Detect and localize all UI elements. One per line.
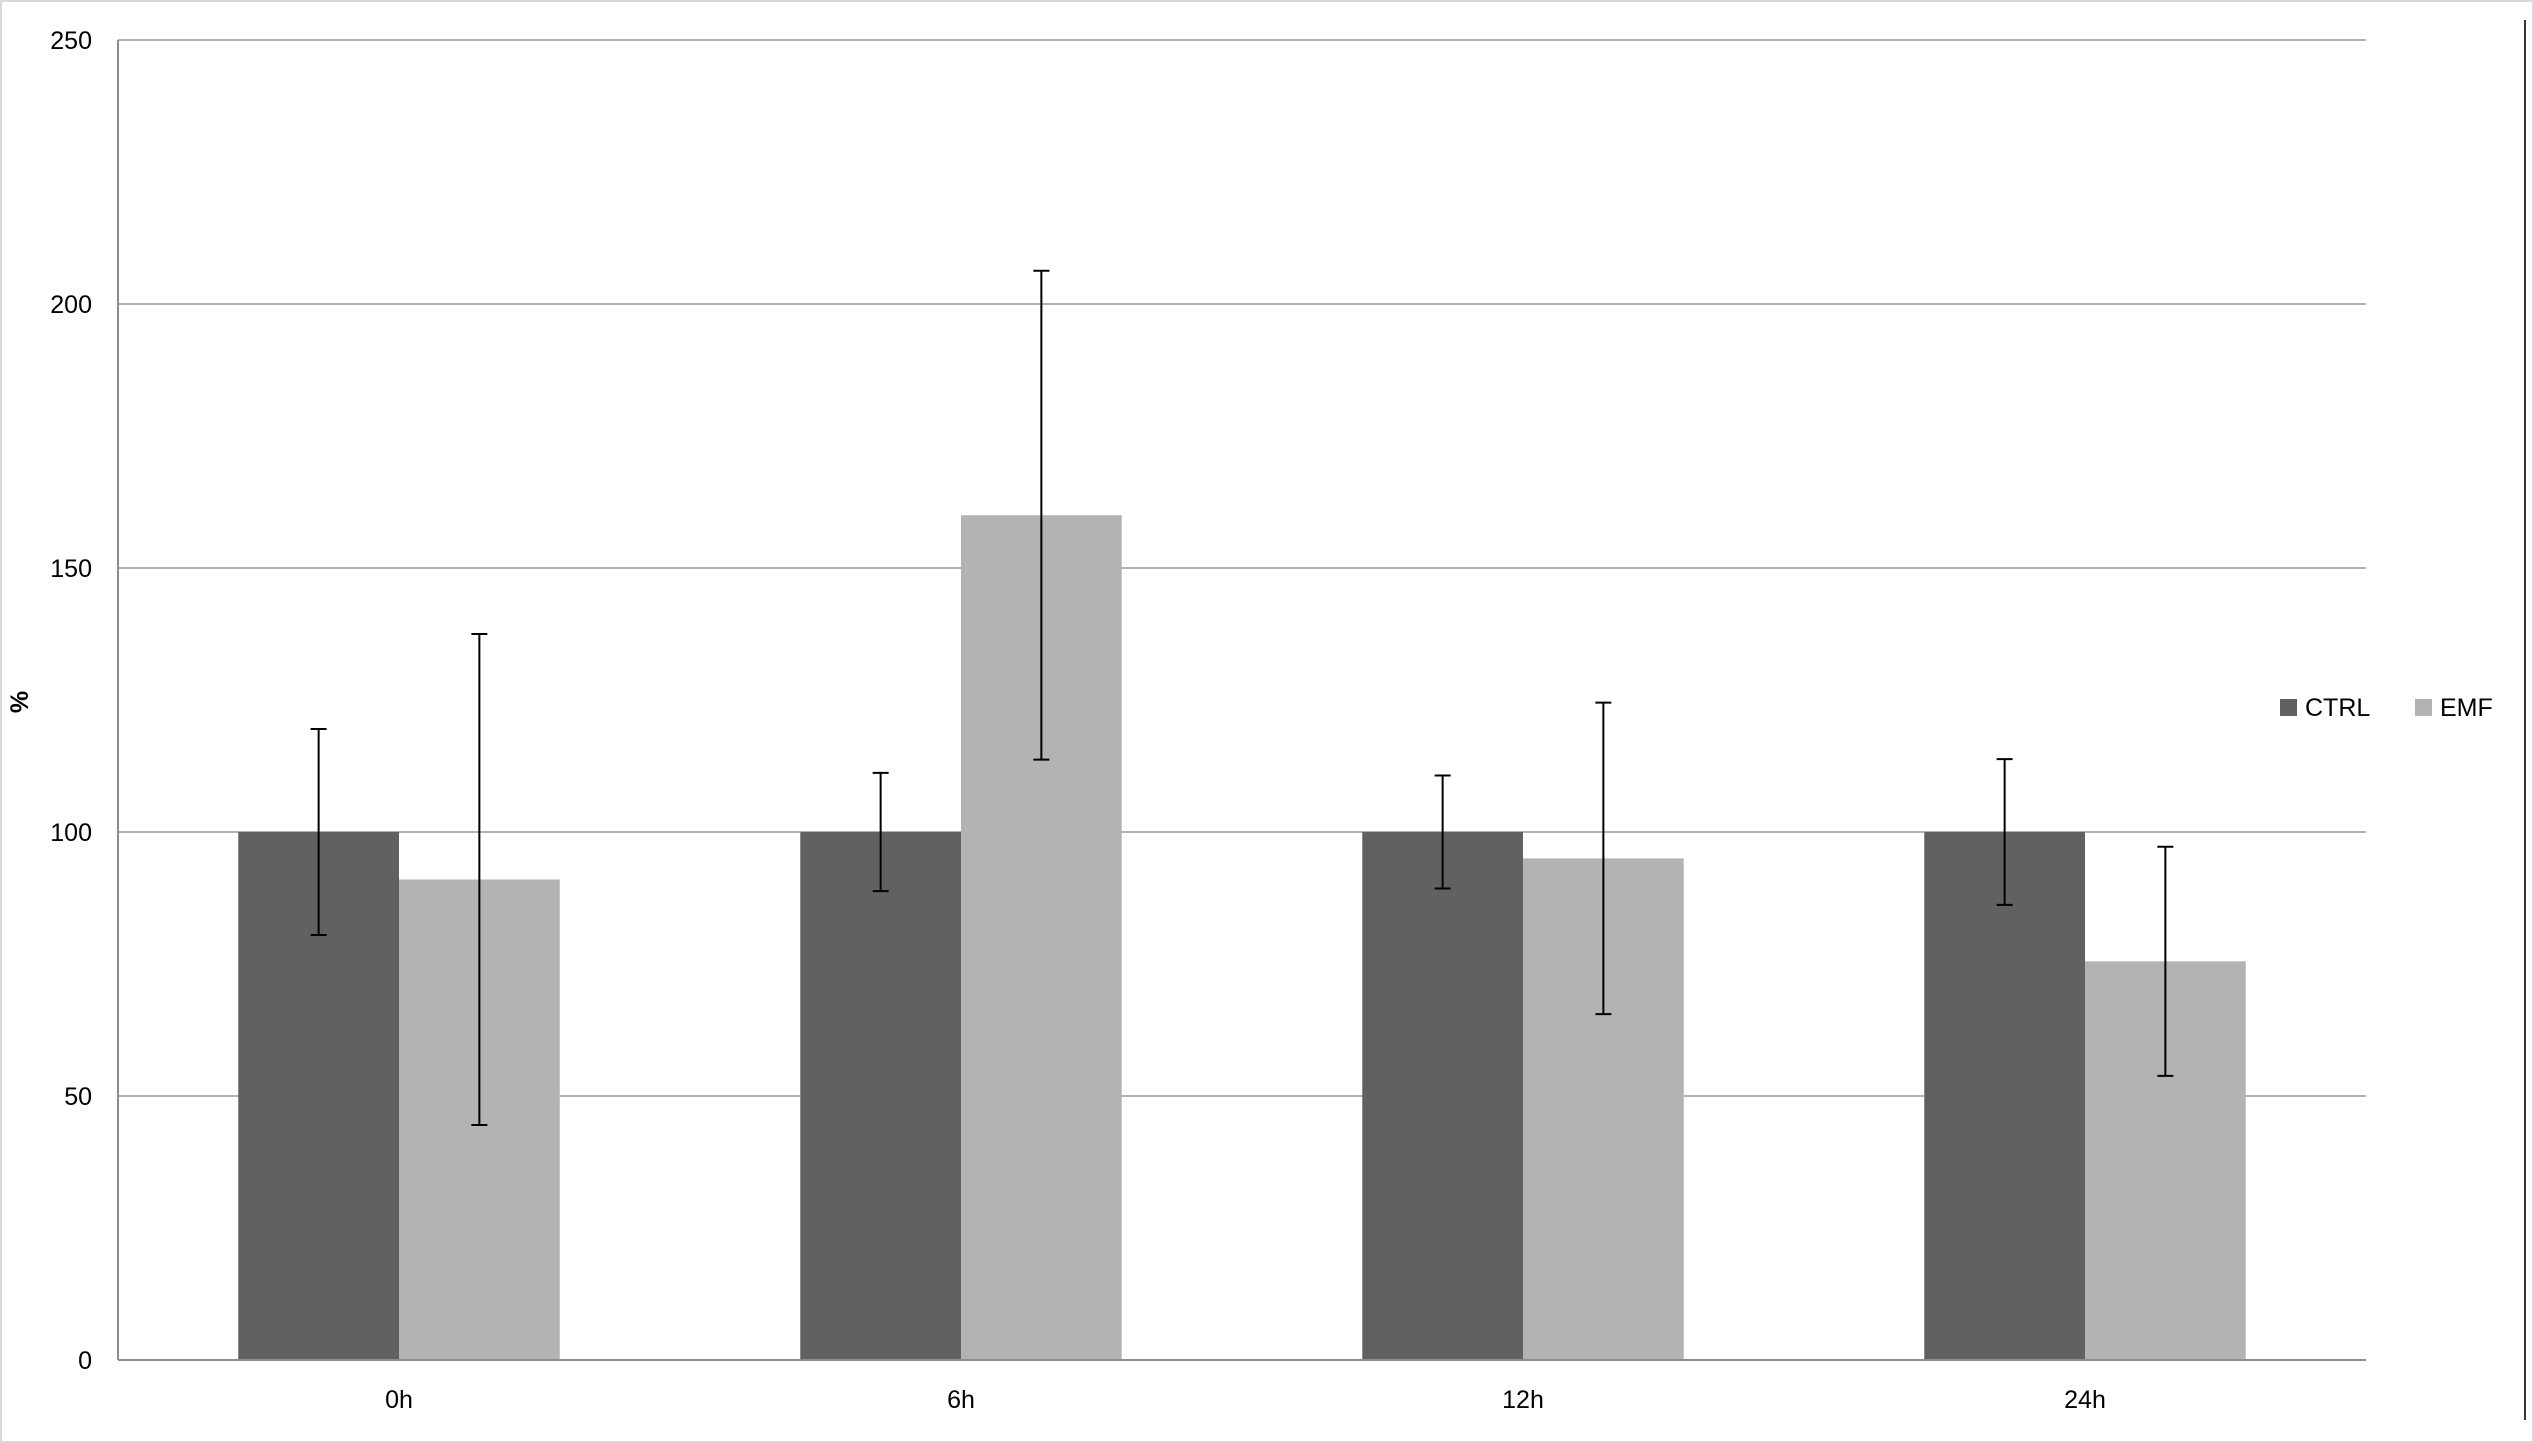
y-tick-label: 50 bbox=[64, 1083, 92, 1111]
x-tick-label: 24h bbox=[2064, 1386, 2106, 1414]
y-axis-title: % bbox=[6, 691, 34, 713]
y-tick-label: 100 bbox=[50, 819, 92, 847]
legend-swatch-emf bbox=[2415, 699, 2432, 716]
y-tick-label: 250 bbox=[50, 27, 92, 55]
bar-ctrl-24h bbox=[1924, 832, 2085, 1360]
legend-swatch-ctrl bbox=[2280, 699, 2297, 716]
legend-label-ctrl: CTRL bbox=[2305, 694, 2370, 722]
legend-label-emf: EMF bbox=[2440, 694, 2493, 722]
y-tick-label: 150 bbox=[50, 555, 92, 583]
y-tick-label: 0 bbox=[78, 1347, 92, 1375]
y-tick-label: 200 bbox=[50, 291, 92, 319]
bar-ctrl-12h bbox=[1362, 832, 1523, 1360]
x-tick-label: 12h bbox=[1502, 1386, 1544, 1414]
bar-ctrl-6h bbox=[800, 832, 961, 1360]
x-tick-label: 6h bbox=[947, 1386, 975, 1414]
x-tick-label: 0h bbox=[385, 1386, 413, 1414]
